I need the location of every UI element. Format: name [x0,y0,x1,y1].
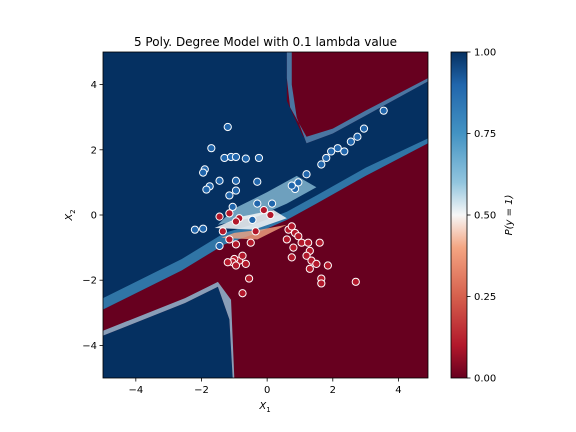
y-tick-label: −2 [82,276,97,287]
x-axis: −4 −2 0 2 4 [128,378,402,396]
contour-high-region [103,52,428,310]
point-class-0 [315,238,324,247]
point-class-1 [231,152,241,162]
point-class-0 [231,240,241,249]
point-class-0 [241,259,250,268]
point-class-0 [225,235,234,244]
point-class-1 [353,132,362,141]
point-class-1 [340,147,349,156]
colorbar-label: P(y = 1) [504,195,515,236]
point-class-0 [312,259,321,268]
point-class-1 [253,177,262,186]
point-class-1 [359,124,369,133]
point-class-0 [282,235,291,244]
point-class-0 [351,277,360,286]
point-class-1 [231,186,241,195]
x-tick-label: −2 [194,385,209,396]
point-class-1 [322,153,331,163]
colorbar-ticks: 0.00 0.25 0.50 0.75 1.00 [467,48,496,385]
point-class-0 [304,238,313,247]
colorbar-tick-label: 0.50 [474,211,496,222]
point-class-1 [254,153,264,163]
point-class-0 [287,253,296,262]
point-class-1 [199,224,208,233]
colorbar-tick-label: 0.75 [474,129,496,140]
x-tick-label: 2 [330,385,336,396]
point-class-1 [317,160,326,169]
point-class-0 [246,238,255,247]
point-class-1 [294,178,303,187]
point-class-0 [305,264,314,273]
point-class-0 [238,289,247,298]
point-class-1 [253,199,262,208]
point-class-0 [238,251,247,260]
contour-low-upper-right [291,52,428,144]
y-tick-label: −4 [82,341,97,352]
point-class-0 [215,212,224,221]
point-class-1 [287,181,296,190]
point-class-0 [231,217,241,226]
chart-title: 5 Poly. Degree Model with 0.1 lambda val… [134,35,397,49]
plot-area [103,52,428,378]
point-class-0 [225,209,234,218]
point-class-0 [244,274,254,283]
point-class-0 [317,279,326,288]
point-class-0 [289,243,298,252]
point-class-0 [323,261,332,270]
point-class-1 [302,170,311,179]
point-class-1 [241,154,250,163]
point-class-1 [220,153,229,163]
point-class-1 [215,241,224,251]
colorbar-tick-label: 0.00 [474,374,496,385]
point-class-1 [202,185,211,194]
y-axis: −4 −2 0 2 4 [82,80,103,352]
point-class-0 [223,258,232,267]
point-class-1 [248,215,257,224]
x-tick-label: 4 [395,385,401,396]
point-class-0 [259,206,268,215]
point-class-1 [215,176,224,185]
point-class-1 [231,176,241,185]
y-tick-label: 2 [91,145,97,156]
point-class-0 [302,251,311,260]
point-class-1 [346,137,355,146]
point-class-0 [218,227,227,236]
point-class-1 [327,147,336,156]
point-class-1 [190,225,200,234]
y-tick-label: 0 [91,211,97,222]
point-class-1 [225,191,234,200]
contour-edge-lower [103,281,235,378]
x-tick-label: −4 [128,385,143,396]
data-points [190,106,388,298]
point-class-1 [207,144,216,153]
point-class-0 [294,232,303,241]
y-axis-label: X2 [64,209,77,221]
point-class-1 [199,168,208,177]
colorbar-tick-label: 0.25 [474,292,496,303]
point-class-0 [287,222,296,231]
x-axis-label: X1 [258,401,270,414]
point-class-1 [223,122,232,132]
point-class-1 [333,144,342,153]
point-class-0 [251,227,260,236]
y-tick-label: 4 [91,80,97,91]
colorbar-tick-label: 1.00 [474,48,496,59]
colorbar: 0.00 0.25 0.50 0.75 1.00 P(y = 1) [450,48,515,385]
point-class-1 [379,106,388,115]
contour-high-lower-left [103,286,233,378]
colorbar-gradient [451,52,467,378]
x-tick-label: 0 [264,385,270,396]
point-class-1 [267,199,277,208]
probability-contour [103,52,428,378]
point-class-0 [266,210,275,220]
point-class-0 [231,261,241,270]
point-class-1 [228,202,237,211]
